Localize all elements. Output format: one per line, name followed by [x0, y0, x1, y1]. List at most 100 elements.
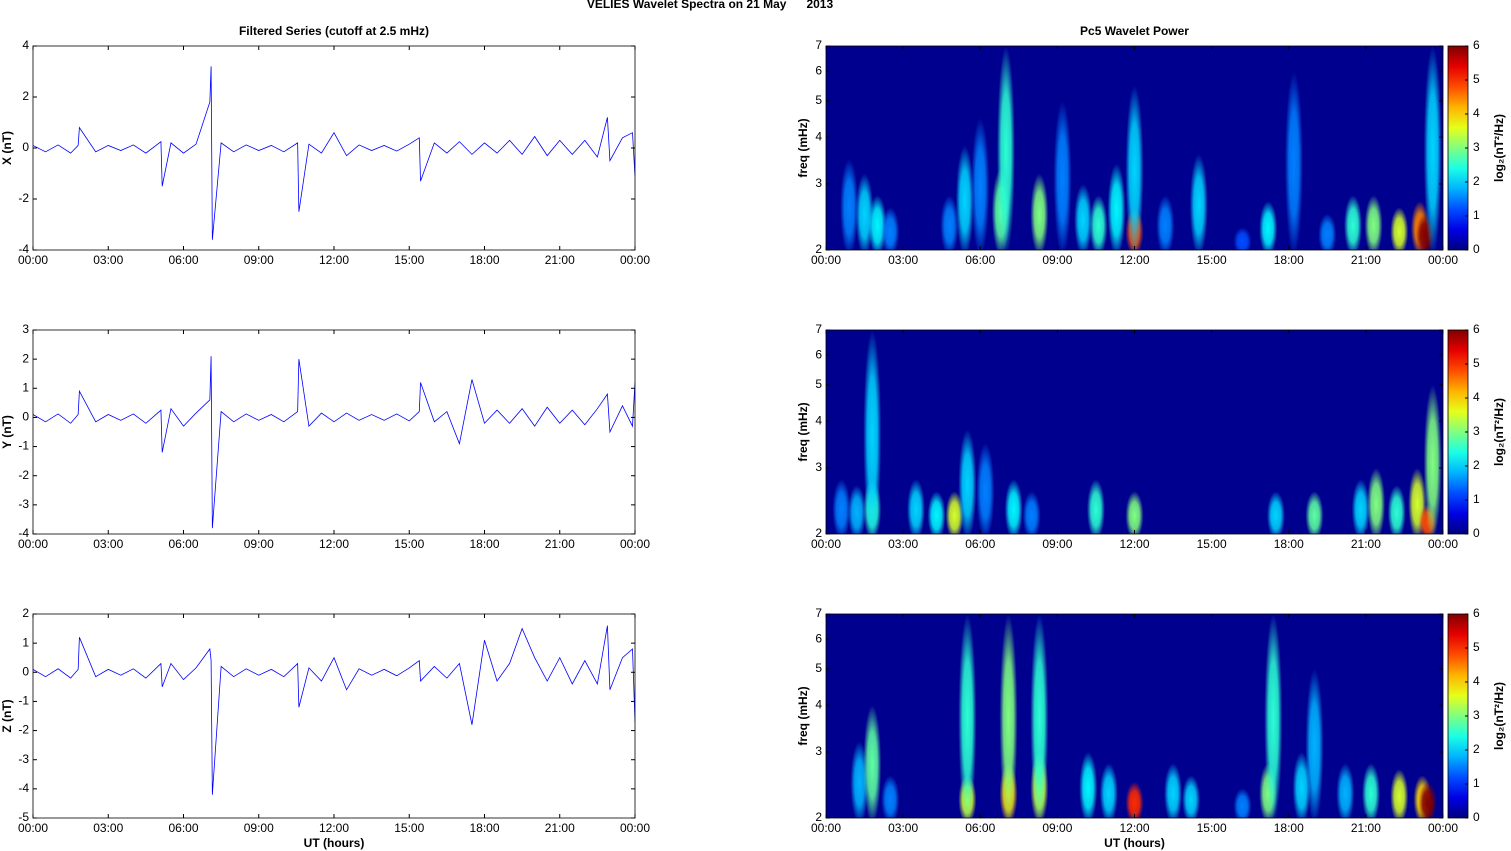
x-tick-label: 12:00 [319, 253, 349, 267]
power-burst [1053, 100, 1072, 250]
power-burst [1318, 213, 1337, 250]
power-burst [999, 614, 1018, 818]
x-tick-label: 12:00 [1119, 821, 1149, 835]
power-burst [1089, 195, 1108, 250]
power-burst [1364, 195, 1383, 250]
x-axis-label: UT (hours) [304, 836, 365, 850]
power-burst [1107, 163, 1126, 250]
power-burst [1418, 781, 1437, 818]
x-tick-label: 00:00 [620, 253, 650, 267]
power-burst [1099, 763, 1118, 818]
x-tick-label: 12:00 [1119, 253, 1149, 267]
x-tick-label: 06:00 [168, 821, 198, 835]
y-tick-label: 7 [815, 322, 822, 336]
power-burst [1284, 71, 1303, 250]
y-axis-label: X (nT) [0, 131, 14, 165]
power-burst [881, 207, 900, 250]
x-tick-label: 12:00 [319, 537, 349, 551]
power-burst [863, 705, 882, 818]
x-tick-label: 21:00 [545, 537, 575, 551]
x-tick-label: 00:00 [1428, 537, 1458, 551]
colorbar-tick-label: 4 [1473, 674, 1480, 688]
heatmap [850, 614, 1437, 818]
y-tick-label: 2 [815, 526, 822, 540]
y-tick-label: 5 [815, 661, 822, 675]
x-tick-label: 18:00 [1274, 253, 1304, 267]
power-burst [1074, 183, 1093, 250]
y-tick-label: -1 [18, 439, 29, 453]
plot-frame [32, 613, 636, 819]
colorbar-tick-label: 6 [1473, 322, 1480, 336]
y-tick-label: -4 [18, 526, 29, 540]
x-tick-label: 03:00 [888, 537, 918, 551]
y-axis-label: freq (mHz) [796, 686, 810, 745]
x-tick-label: 21:00 [545, 253, 575, 267]
y-tick-label: 5 [815, 377, 822, 391]
power-burst [1423, 46, 1442, 250]
x-tick-label: 03:00 [888, 821, 918, 835]
x-tick-label: 18:00 [469, 253, 499, 267]
y-tick-label: 3 [815, 460, 822, 474]
x-tick-label: 06:00 [965, 537, 995, 551]
power-burst [1182, 775, 1201, 818]
x-tick-label: 15:00 [394, 253, 424, 267]
power-burst [1362, 763, 1381, 818]
y-tick-label: 7 [815, 38, 822, 52]
power-burst [1305, 491, 1324, 534]
figure-title: VELIES Wavelet Spectra on 21 May 2013 [587, 0, 834, 11]
heatmap [832, 330, 1442, 534]
y-tick-label: 2 [815, 810, 822, 824]
y-tick-label: -2 [18, 191, 29, 205]
y-tick-label: 0 [22, 410, 29, 424]
x-tick-label: 06:00 [168, 253, 198, 267]
colorbar-tick-label: 6 [1473, 606, 1480, 620]
x-tick-label: 06:00 [168, 537, 198, 551]
colorbar-tick-label: 0 [1473, 242, 1480, 256]
y-axis-label: freq (mHz) [796, 402, 810, 461]
power-burst [1233, 227, 1252, 250]
x-tick-label: 03:00 [93, 821, 123, 835]
power-burst [847, 485, 866, 534]
power-burst [955, 145, 974, 250]
power-burst [1022, 491, 1041, 534]
colorbar-tick-label: 2 [1473, 742, 1480, 756]
power-burst [840, 158, 859, 250]
colorbar-tick-label: 6 [1473, 38, 1480, 52]
power-burst [1351, 479, 1370, 534]
y-tick-label: 1 [22, 635, 29, 649]
x-tick-label: 21:00 [1351, 537, 1381, 551]
power-burst [1233, 788, 1252, 818]
y-tick-label: 6 [815, 63, 822, 77]
y-tick-label: 4 [815, 413, 822, 427]
colorbar-tick-label: 5 [1473, 72, 1480, 86]
x-tick-label: 09:00 [244, 821, 274, 835]
colorbar-label: log₂(nT²/Hz) [1492, 682, 1506, 750]
power-burst [971, 117, 990, 250]
x-tick-label: 21:00 [1351, 253, 1381, 267]
colorbar-label: log₂(nT²/Hz) [1492, 114, 1506, 182]
x-tick-label: 00:00 [1428, 253, 1458, 267]
power-burst [1390, 207, 1409, 250]
y-tick-label: -5 [18, 810, 29, 824]
power-burst [1259, 201, 1278, 250]
power-burst [1079, 751, 1098, 818]
y-tick-label: -4 [18, 242, 29, 256]
colorbar-tick-label: 4 [1473, 390, 1480, 404]
y-tick-label: -3 [18, 752, 29, 766]
y-tick-label: 6 [815, 631, 822, 645]
power-burst [832, 479, 851, 534]
power-burst [1423, 384, 1442, 534]
x-tick-label: 12:00 [1119, 537, 1149, 551]
power-burst [1125, 491, 1144, 534]
y-tick-label: -2 [18, 468, 29, 482]
x-tick-label: 15:00 [1197, 821, 1227, 835]
x-tick-label: 09:00 [1042, 253, 1072, 267]
y-tick-label: 4 [815, 697, 822, 711]
power-burst [1336, 763, 1355, 818]
power-burst [863, 330, 882, 534]
y-tick-label: 4 [815, 129, 822, 143]
y-tick-label: -2 [18, 723, 29, 737]
power-burst [906, 479, 925, 534]
x-tick-label: 15:00 [1197, 253, 1227, 267]
colorbar-tick-label: 0 [1473, 526, 1480, 540]
